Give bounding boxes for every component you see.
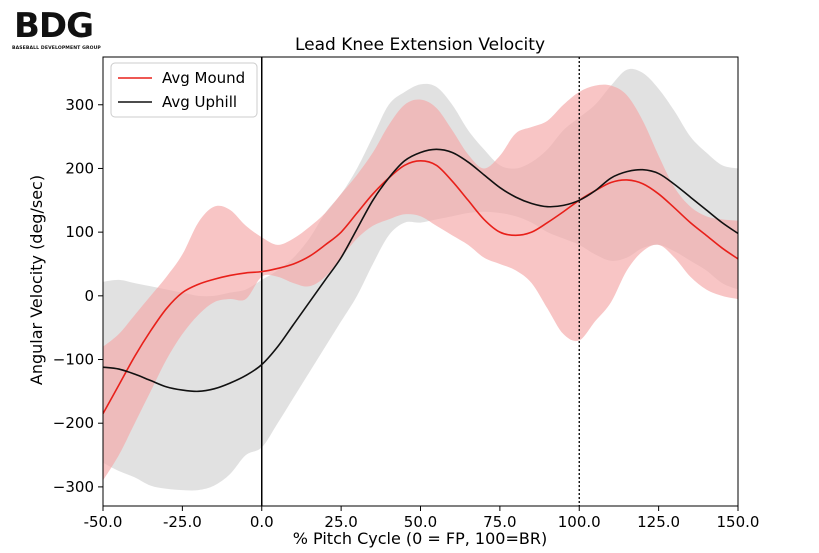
x-tick-label: 50.0: [404, 513, 437, 531]
y-tick-label: −100: [53, 351, 94, 369]
series-line-avg-mound: [103, 160, 738, 415]
y-tick-label: 300: [65, 96, 94, 114]
y-tick-label: 100: [65, 223, 94, 241]
x-tick-label: -50.0: [84, 513, 123, 531]
series-lines: [103, 148, 738, 415]
y-tick-label: 200: [65, 159, 94, 177]
y-axis-label: Angular Velocity (deg/sec): [27, 175, 46, 385]
x-tick-label: 75.0: [483, 513, 516, 531]
logo-text: BDG: [14, 6, 94, 46]
x-tick-label: 100.0: [558, 513, 601, 531]
series-line-avg-uphill: [103, 148, 738, 393]
logo-subtitle: BASEBALL DEVELOPMENT GROUP: [12, 46, 101, 51]
legend: Avg Mound Avg Uphill: [110, 62, 258, 118]
axes: -50.0 -25.0 0.0 25.0 50.0 75.0 100.0 125.0 150.0…: [53, 56, 760, 531]
y-tick-label: −200: [53, 414, 94, 432]
confidence-bands: [103, 68, 738, 491]
legend-label-avg-mound: Avg Mound: [162, 69, 245, 87]
legend-box: [110, 62, 258, 118]
x-axis-label: % Pitch Cycle (0 = FP, 100=BR): [293, 529, 547, 548]
x-tick-label: 0.0: [250, 513, 274, 531]
x-tick-label: 150.0: [717, 513, 760, 531]
chart-title: Lead Knee Extension Velocity: [295, 35, 545, 55]
x-tick-label: 125.0: [637, 513, 680, 531]
bdg-logo: BDG BASEBALL DEVELOPMENT GROUP: [10, 6, 102, 54]
legend-label-avg-uphill: Avg Uphill: [162, 93, 237, 111]
reference-lines: [261, 57, 580, 506]
y-tick-label: −300: [53, 478, 94, 496]
x-tick-label: -25.0: [163, 513, 202, 531]
band-avg-mound: [103, 84, 738, 481]
x-tick-label: 25.0: [324, 513, 357, 531]
y-tick-label: 0: [84, 287, 94, 305]
